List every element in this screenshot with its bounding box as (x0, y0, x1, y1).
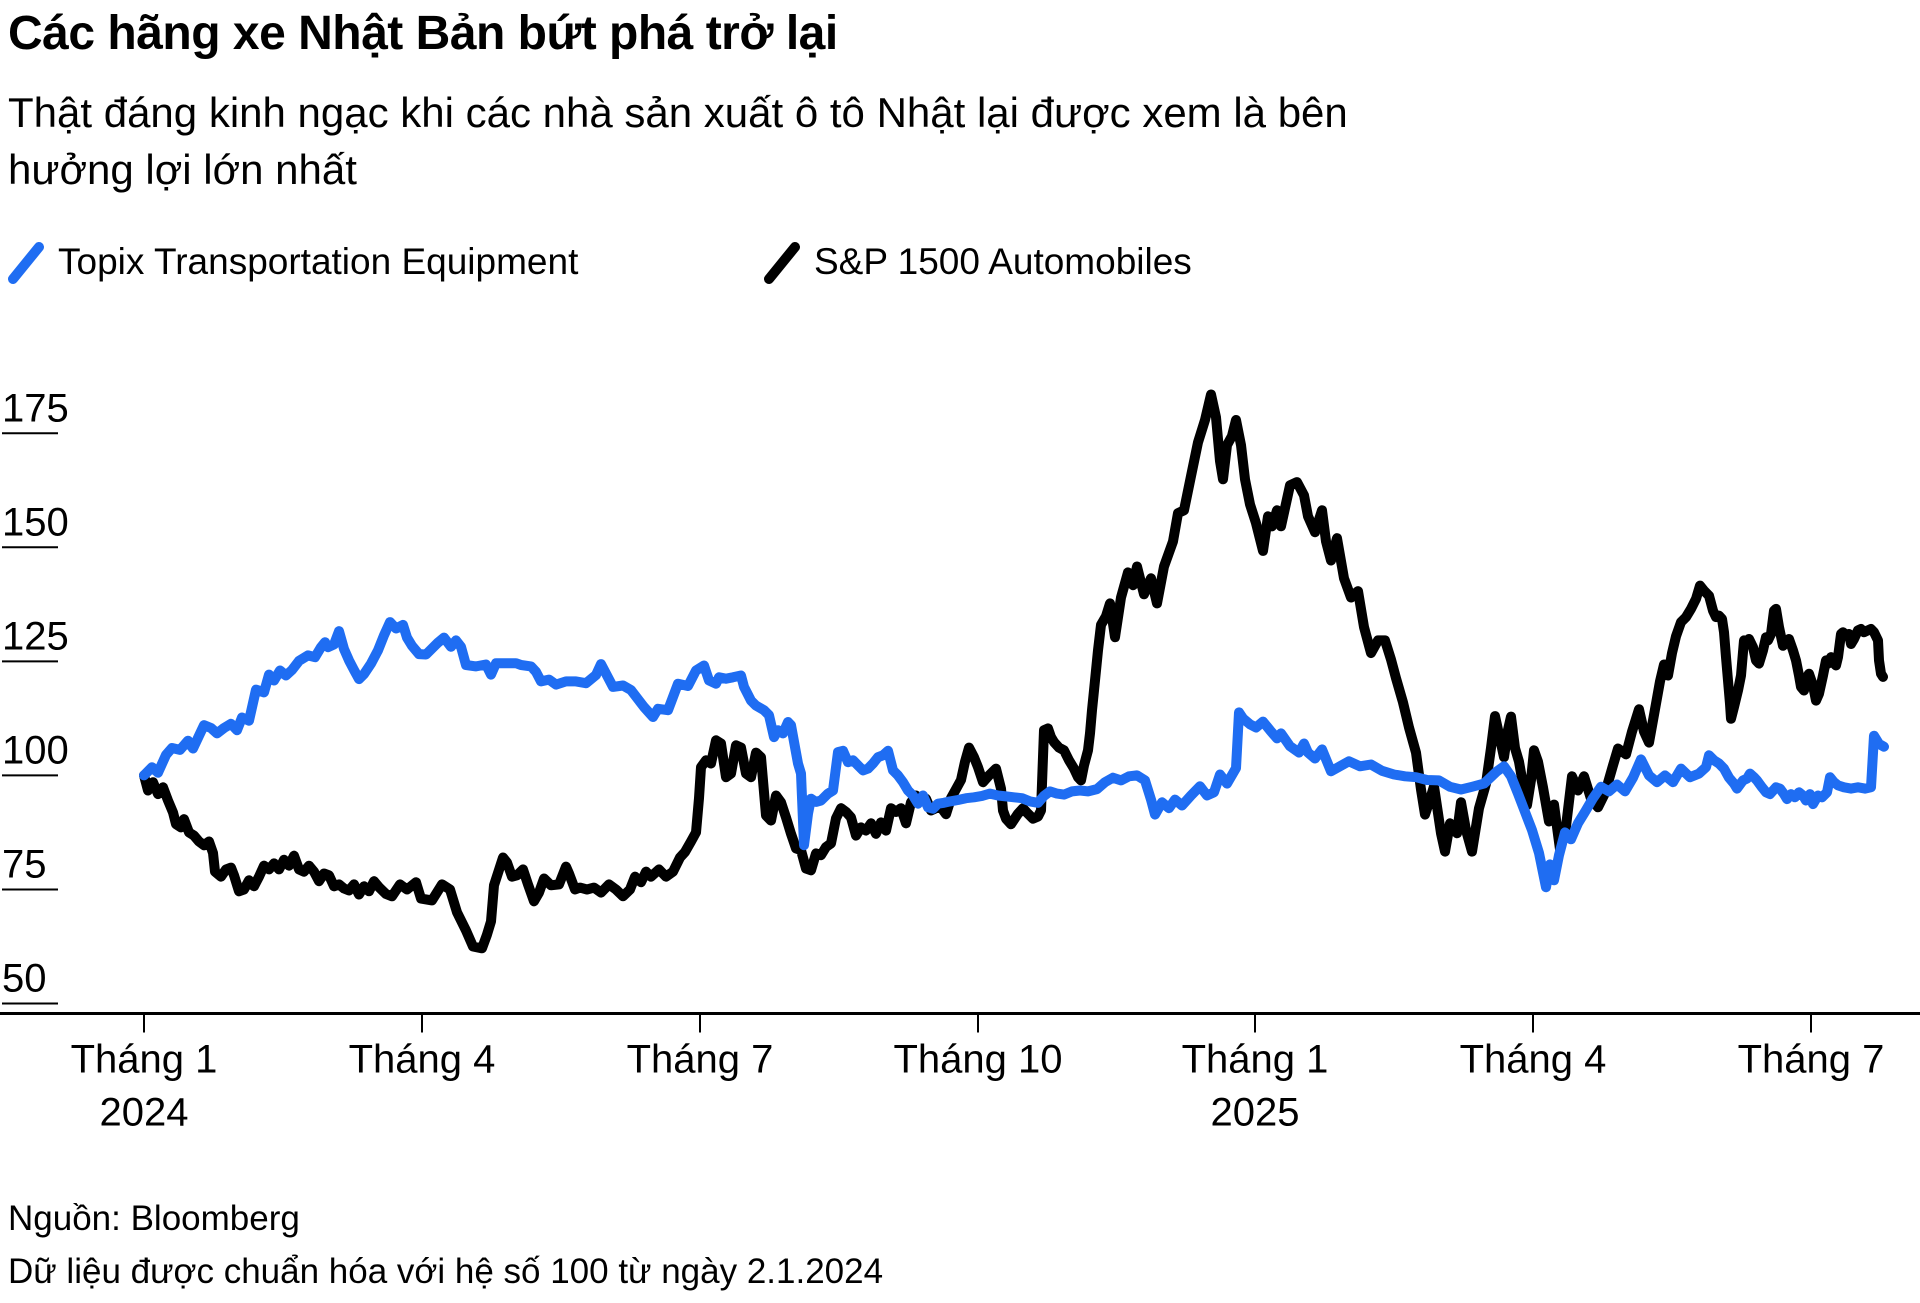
y-axis-label: 50 (2, 957, 47, 1001)
x-axis-label: Tháng 1 (71, 1038, 218, 1082)
x-axis-label: Tháng 1 (1182, 1038, 1329, 1082)
source-label: Nguồn: Bloomberg (8, 1199, 300, 1238)
legend-label-sp1500: S&P 1500 Automobiles (814, 241, 1192, 282)
page-subtitle: Thật đáng kinh ngạc khi các nhà sản xuất… (8, 84, 1888, 198)
y-axis-label: 175 (2, 386, 69, 430)
x-axis-label: Tháng 7 (627, 1038, 774, 1082)
legend-label-topix: Topix Transportation Equipment (58, 241, 579, 282)
y-axis-label: 125 (2, 614, 69, 658)
x-axis-label: Tháng 4 (349, 1038, 496, 1082)
subtitle-line-2: hưởng lợi lớn nhất (8, 146, 357, 193)
subtitle-line-1: Thật đáng kinh ngạc khi các nhà sản xuất… (8, 89, 1348, 136)
normalization-note: Dữ liệu được chuẩn hóa với hệ số 100 từ … (8, 1252, 884, 1291)
series-line-topix-transportation-equipment (139, 617, 1889, 893)
x-axis-label: Tháng 10 (893, 1038, 1062, 1082)
legend-item-topix: Topix Transportation Equipment (8, 238, 578, 286)
y-axis-label: 75 (2, 842, 47, 886)
x-axis-year-label: 2025 (1211, 1091, 1300, 1135)
black-slash-icon (764, 242, 800, 284)
y-axis-label: 100 (2, 728, 69, 772)
x-axis-label: Tháng 4 (1460, 1038, 1607, 1082)
blue-slash-icon (8, 242, 44, 284)
legend-item-sp1500: S&P 1500 Automobiles (764, 238, 1192, 286)
chart-footer: Nguồn: Bloomberg Dữ liệu được chuẩn hóa … (8, 1192, 1888, 1298)
chart-legend: Topix Transportation Equipment S&P 1500 … (0, 238, 1920, 286)
y-axis-label: 150 (2, 500, 69, 544)
x-axis-year-label: 2024 (100, 1091, 189, 1135)
series-line-sp1500-automobiles (139, 389, 1888, 954)
x-axis-label: Tháng 7 (1738, 1038, 1885, 1082)
page-title: Các hãng xe Nhật Bản bứt phá trở lại (8, 7, 838, 60)
